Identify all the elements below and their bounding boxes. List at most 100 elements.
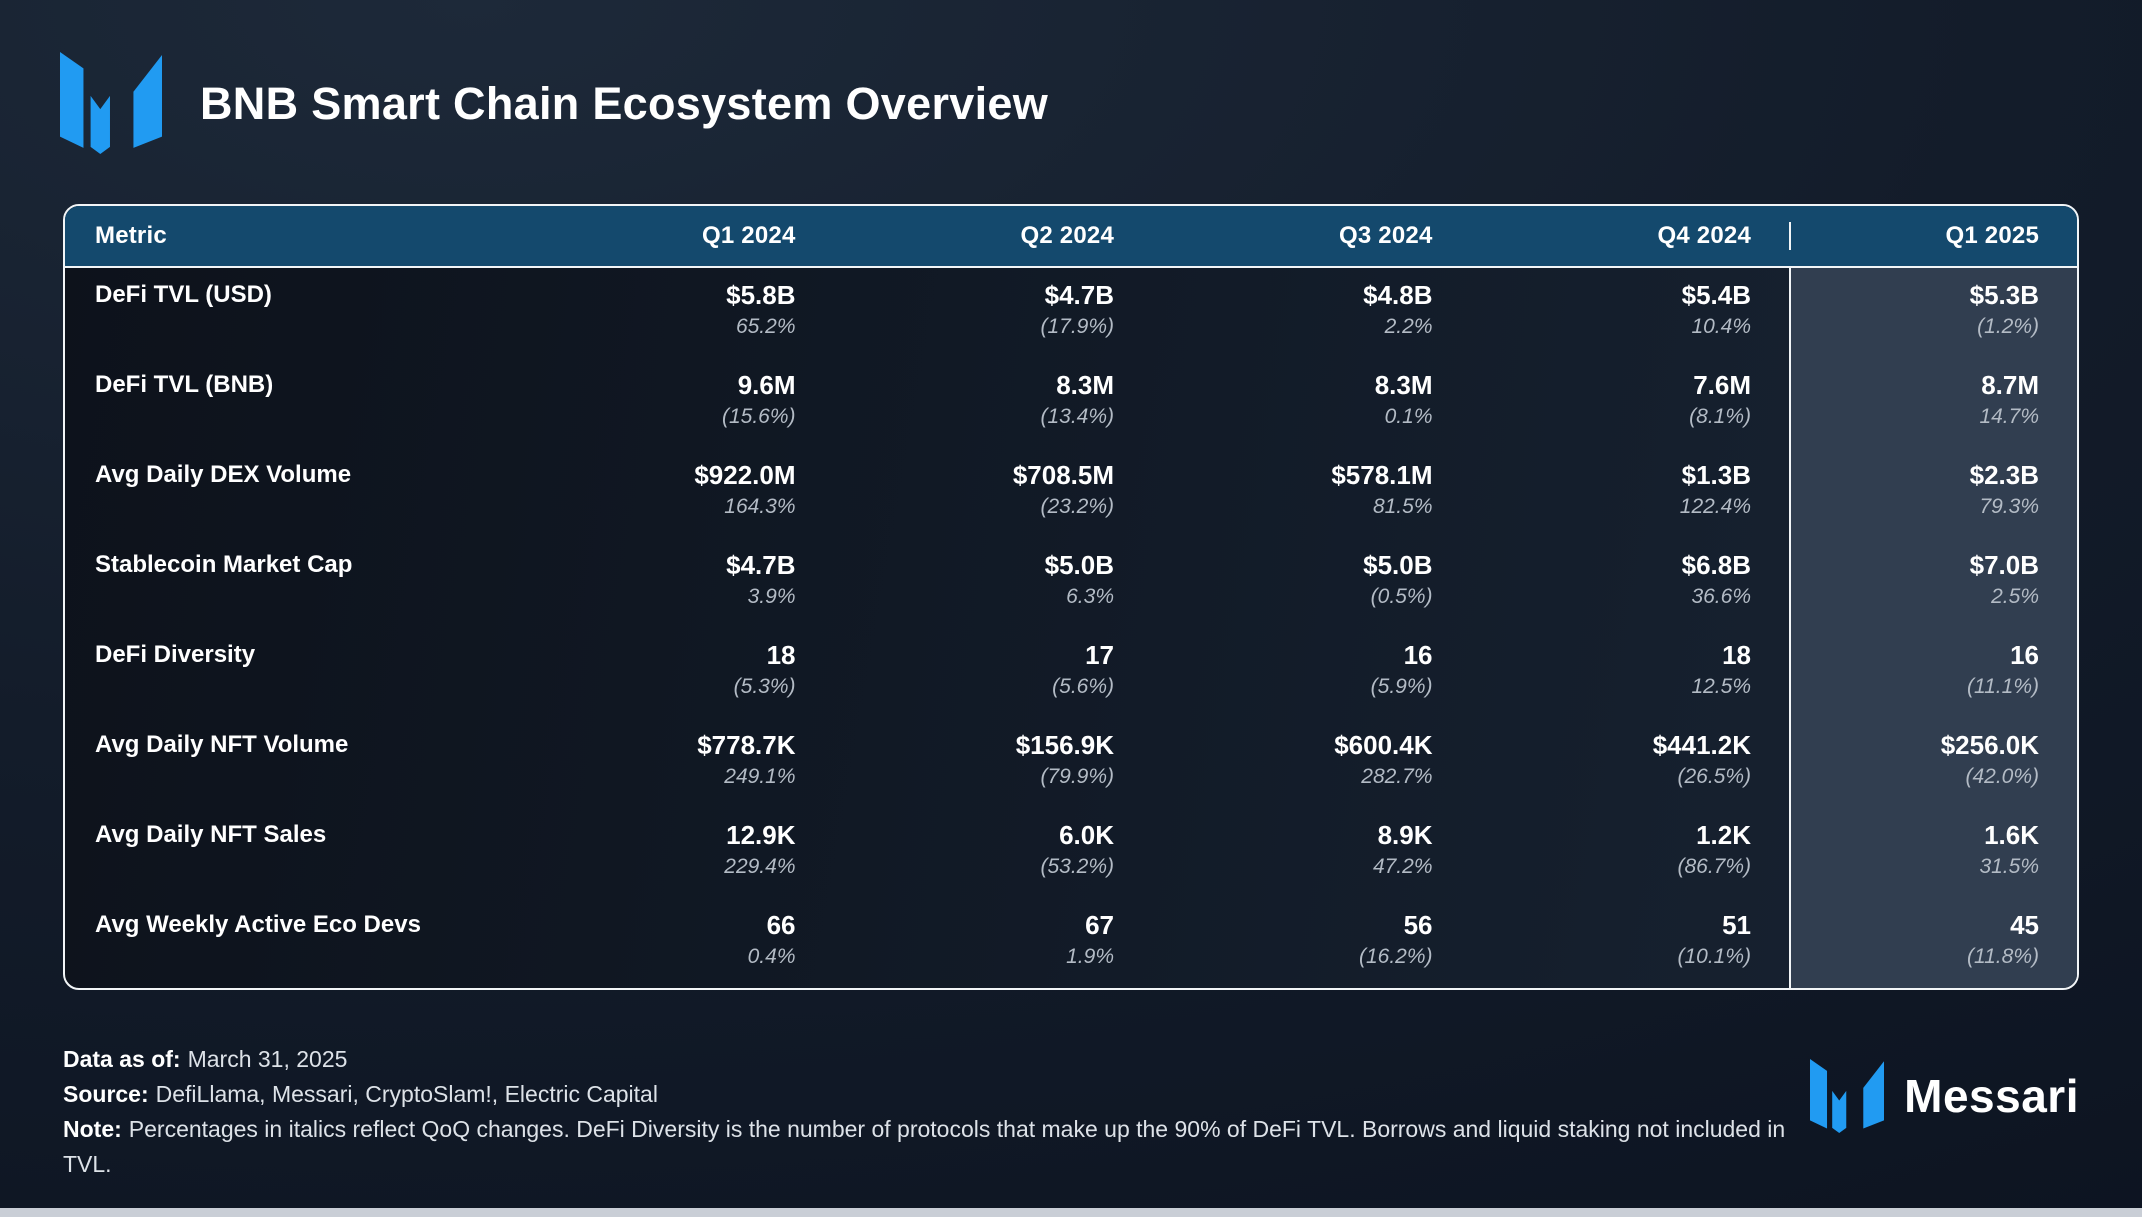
table-cell: $708.5M (23.2%) <box>834 448 1153 538</box>
table-cell: 1.2K (86.7%) <box>1471 808 1790 898</box>
cell-qoq-change: 229.4% <box>724 854 796 878</box>
cell-qoq-change: (11.8%) <box>1967 944 2039 968</box>
cell-value: 17 <box>1085 640 1114 670</box>
table-cell: 16 (5.9%) <box>1152 628 1471 718</box>
cell-qoq-change: 282.7% <box>1361 764 1433 788</box>
table-cell-highlight: 8.7M 14.7% <box>1789 358 2077 448</box>
cell-value: $4.7B <box>1044 280 1114 310</box>
table-cell-highlight: 16 (11.1%) <box>1789 628 2077 718</box>
table-cell: 8.9K 47.2% <box>1152 808 1471 898</box>
cell-value: 18 <box>766 640 796 670</box>
table-cell: $5.4B 10.4% <box>1471 268 1790 358</box>
messari-wordmark: Messari <box>1904 1070 2079 1122</box>
table-cell: 7.6M (8.1%) <box>1471 358 1790 448</box>
metric-label: DeFi Diversity <box>95 641 256 668</box>
column-header-q2-2024: Q2 2024 <box>1020 222 1114 249</box>
cell-value: $578.1M <box>1331 460 1433 490</box>
cell-value: $7.0B <box>1969 550 2039 580</box>
metric-label: Avg Daily DEX Volume <box>95 461 352 488</box>
table-cell: $5.8B 65.2% <box>515 268 834 358</box>
cell-qoq-change: (13.4%) <box>1040 404 1114 428</box>
cell-value: $5.8B <box>726 280 796 310</box>
page-title: BNB Smart Chain Ecosystem Overview <box>200 77 1049 129</box>
data-as-of-value: March 31, 2025 <box>187 1046 348 1072</box>
cell-value: 12.9K <box>726 820 796 850</box>
cell-qoq-change: 164.3% <box>724 494 796 518</box>
cell-value: 18 <box>1722 640 1751 670</box>
metric-label: Stablecoin Market Cap <box>95 551 353 578</box>
cell-qoq-change: (0.5%) <box>1370 584 1433 608</box>
cell-value: 1.2K <box>1696 820 1751 850</box>
cell-qoq-change: 47.2% <box>1372 854 1433 878</box>
table-cell: 9.6M (15.6%) <box>515 358 834 448</box>
table-cell: $4.7B (17.9%) <box>834 268 1153 358</box>
cell-value: 1.6K <box>1984 820 2039 850</box>
table-cell: $6.8B 36.6% <box>1471 538 1790 628</box>
cell-qoq-change: 31.5% <box>1979 854 2039 878</box>
table-cell: $1.3B 122.4% <box>1471 448 1790 538</box>
table-row: Avg Daily NFT Sales 12.9K 229.4% 6.0K (5… <box>65 808 2077 898</box>
cell-value: $4.7B <box>726 550 796 580</box>
cell-qoq-change: 0.1% <box>1384 404 1433 428</box>
table-cell-highlight: $256.0K (42.0%) <box>1789 718 2077 808</box>
table-cell: $922.0M 164.3% <box>515 448 834 538</box>
cell-value: 7.6M <box>1693 370 1751 400</box>
table-header-row: Metric Q1 2024 Q2 2024 Q3 2024 Q4 2024 Q… <box>65 206 2077 268</box>
cell-qoq-change: (5.3%) <box>733 674 796 698</box>
table-cell: 6.0K (53.2%) <box>834 808 1153 898</box>
table-cell: $5.0B 6.3% <box>834 538 1153 628</box>
cell-qoq-change: 1.9% <box>1066 944 1114 968</box>
cell-value: 16 <box>2010 640 2039 670</box>
cell-qoq-change: (10.1%) <box>1677 944 1751 968</box>
cell-value: $5.4B <box>1681 280 1751 310</box>
cell-qoq-change: (5.6%) <box>1052 674 1114 698</box>
table-row: Avg Daily DEX Volume $922.0M 164.3% $708… <box>65 448 2077 538</box>
cell-value: 67 <box>1085 910 1114 940</box>
cell-qoq-change: 122.4% <box>1679 494 1751 518</box>
cell-qoq-change: 0.4% <box>747 944 796 968</box>
column-header-q1-2025: Q1 2025 <box>1789 222 2077 250</box>
cell-qoq-change: 14.7% <box>1979 404 2039 428</box>
cell-value: 66 <box>766 910 796 940</box>
cell-qoq-change: 65.2% <box>735 314 796 338</box>
footnotes: Data as of: March 31, 2025 Source: DefiLla… <box>63 1042 1810 1182</box>
cell-qoq-change: (42.0%) <box>1965 764 2039 788</box>
column-header-metric: Metric <box>95 222 167 249</box>
cell-qoq-change: (15.6%) <box>721 404 796 428</box>
cell-value: 9.6M <box>737 370 796 400</box>
metric-label: Avg Daily NFT Sales <box>95 821 327 848</box>
table-row: DeFi TVL (BNB) 9.6M (15.6%) 8.3M (13.4%)… <box>65 358 2077 448</box>
cell-qoq-change: 2.2% <box>1384 314 1433 338</box>
cell-value: 8.7M <box>1981 370 2039 400</box>
window-bottom-edge <box>0 1208 2142 1217</box>
source-value: DefiLlama, Messari, CryptoSlam!, Electri… <box>155 1081 658 1107</box>
cell-value: $2.3B <box>1969 460 2039 490</box>
source-label: Source: <box>63 1081 149 1107</box>
table-cell-highlight: $5.3B (1.2%) <box>1789 268 2077 358</box>
metric-label: Avg Weekly Active Eco Devs <box>95 911 421 938</box>
source-line: Source: DefiLlama, Messari, CryptoSlam!, … <box>63 1077 1810 1112</box>
table-cell: 8.3M 0.1% <box>1152 358 1471 448</box>
metric-label: DeFi TVL (USD) <box>95 281 272 308</box>
table-cell: 12.9K 229.4% <box>515 808 834 898</box>
table-row: Stablecoin Market Cap $4.7B 3.9% $5.0B 6… <box>65 538 2077 628</box>
cell-qoq-change: 6.3% <box>1066 584 1114 608</box>
cell-value: $5.0B <box>1363 550 1433 580</box>
metric-label: DeFi TVL (BNB) <box>95 371 274 398</box>
header: BNB Smart Chain Ecosystem Overview <box>0 0 2142 162</box>
table-cell: 17 (5.6%) <box>834 628 1153 718</box>
table-row: DeFi Diversity 18 (5.3%) 17 (5.6%) 16 (5… <box>65 628 2077 718</box>
cell-qoq-change: (79.9%) <box>1040 764 1114 788</box>
cell-qoq-change: (11.1%) <box>1967 674 2039 698</box>
column-header-q4-2024: Q4 2024 <box>1657 222 1751 249</box>
cell-value: 6.0K <box>1059 820 1114 850</box>
table-cell-highlight: $2.3B 79.3% <box>1789 448 2077 538</box>
footer: Data as of: March 31, 2025 Source: DefiLla… <box>63 1042 2079 1182</box>
cell-value: $922.0M <box>694 460 796 490</box>
table-cell: 66 0.4% <box>515 898 834 988</box>
table-row: DeFi TVL (USD) $5.8B 65.2% $4.7B (17.9%)… <box>65 268 2077 358</box>
cell-value: $441.2K <box>1652 730 1751 760</box>
cell-qoq-change: (53.2%) <box>1040 854 1114 878</box>
data-as-of-label: Data as of: <box>63 1046 181 1072</box>
